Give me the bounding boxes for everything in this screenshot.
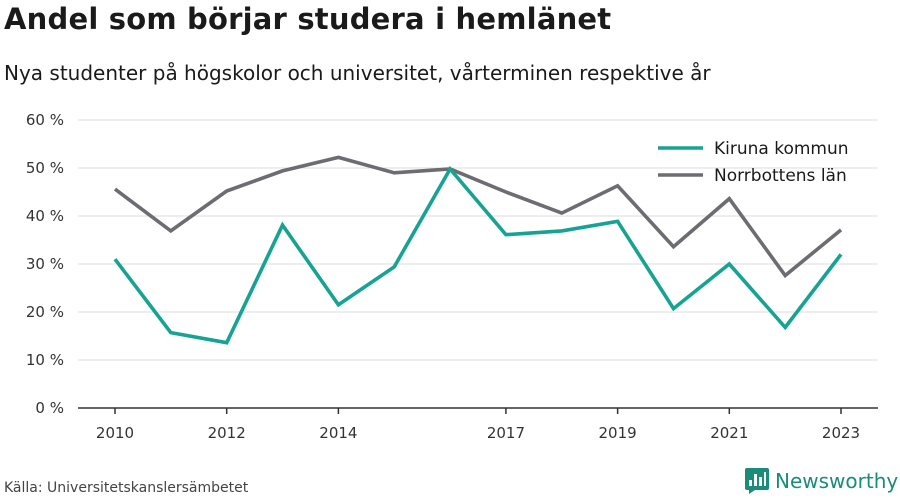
chart-title: Andel som börjar studera i hemlänet [4, 2, 612, 36]
series-line [113, 165, 843, 345]
x-tick-label: 2012 [208, 424, 246, 442]
gridlines [78, 119, 878, 361]
y-tick-label: 60 % [26, 111, 64, 129]
y-tick-label: 0 % [35, 399, 64, 417]
legend-item: Norrbottens län [658, 166, 847, 186]
legend-label: Kiruna kommun [714, 139, 849, 159]
series-lines [113, 155, 843, 345]
x-tick-label: 2019 [599, 424, 637, 442]
line-chart: 0 % 10 % 20 % 30 % 40 % 50 % 60 % 2010 2012 2014… [26, 111, 878, 442]
brand-name: Newsworthy [775, 469, 899, 493]
x-tick-label: 2021 [710, 424, 748, 442]
y-tick-label: 50 % [26, 159, 64, 177]
legend-label: Norrbottens län [714, 166, 847, 186]
y-tick-label: 20 % [26, 303, 64, 321]
y-tick-label: 30 % [26, 255, 64, 273]
bar-chart-logo-icon [745, 468, 769, 494]
x-axis: 2010 2012 2014 2017 2019 2021 2023 [78, 407, 878, 442]
legend-item: Kiruna kommun [658, 139, 849, 159]
legend: Kiruna kommun Norrbottens län [658, 139, 849, 186]
y-tick-label: 10 % [26, 351, 64, 369]
x-tick-label: 2014 [319, 424, 357, 442]
x-tick-label: 2017 [487, 424, 525, 442]
brand-logo: Newsworthy [745, 468, 898, 494]
y-axis-ticks: 0 % 10 % 20 % 30 % 40 % 50 % 60 % [26, 111, 64, 417]
x-tick-label: 2023 [822, 424, 860, 442]
x-tick-label: 2010 [96, 424, 134, 442]
chart-subtitle: Nya studenter på högskolor och universit… [4, 61, 711, 85]
y-tick-label: 40 % [26, 207, 64, 225]
source-note: Källa: Universitetskanslersämbetet [4, 480, 249, 496]
series-line [113, 155, 843, 279]
